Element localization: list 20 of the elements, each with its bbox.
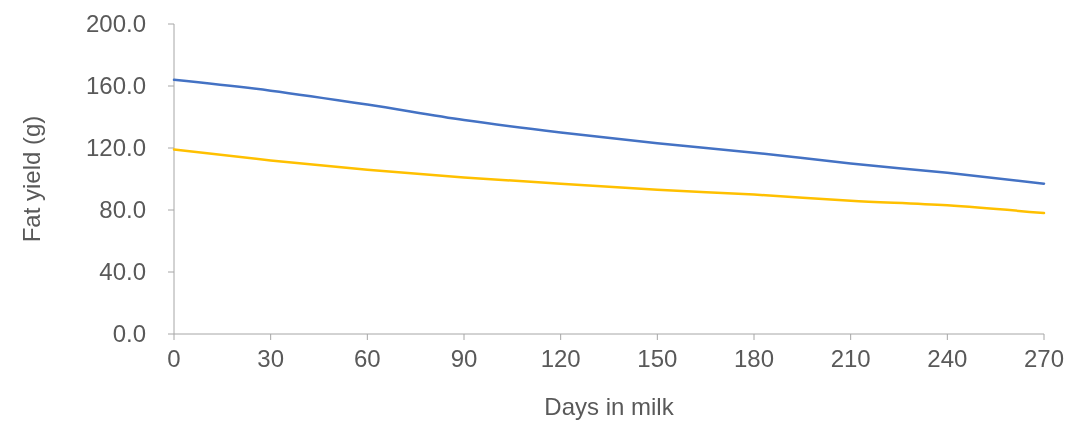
y-tick-label: 120.0 [85,134,146,162]
y-tick-label: 40.0 [99,258,146,286]
x-tick-label: 120 [540,345,581,372]
y-tick-label: 80.0 [99,196,146,224]
y-axis-title: Fat yield (g) [18,115,45,243]
x-tick-label: 150 [637,345,678,372]
x-tick-label: 210 [830,345,871,372]
x-tick-label: 30 [257,345,285,372]
x-tick-label: 180 [733,345,775,372]
x-tick-label: 240 [927,345,968,372]
x-tick-label: 60 [353,345,381,372]
x-tick-label: 90 [450,345,478,372]
line-series [172,148,1046,215]
y-tick-label: 160.0 [85,72,146,100]
y-tick-label: 0.0 [112,320,146,348]
x-axis-title: Days in milk [544,393,675,420]
line-series [172,78,1046,185]
x-tick-label: 0 [167,345,181,372]
x-tick-label: 270 [1023,345,1065,372]
y-tick-label: 200.0 [85,10,146,38]
